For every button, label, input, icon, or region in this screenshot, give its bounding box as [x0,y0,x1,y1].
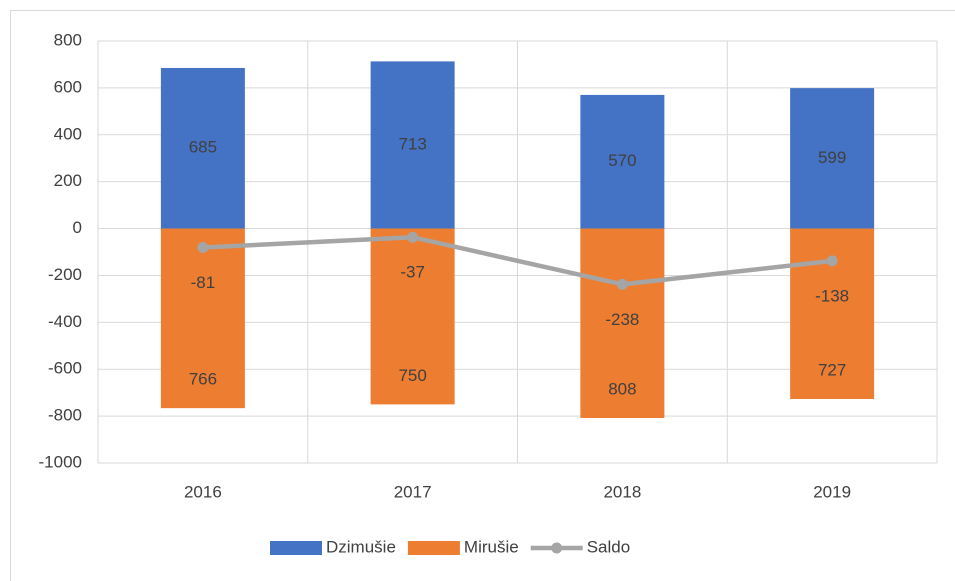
data-label: 808 [608,379,636,398]
y-tick-label: 800 [54,30,82,49]
y-tick-label: 400 [54,124,82,143]
bar [790,88,875,229]
line-marker [616,278,628,290]
bar [580,94,665,229]
legend-label: Saldo [587,537,630,556]
data-label: 685 [189,138,217,157]
chart-border [10,10,955,581]
data-label: 727 [818,360,846,379]
bar [370,61,455,229]
y-tick-label: -600 [48,359,82,378]
y-tick-label: -400 [48,312,82,331]
data-label: 570 [608,151,636,170]
legend-swatch [407,541,460,555]
data-label: 766 [189,370,217,389]
legend-marker [551,542,563,554]
data-label: -37 [400,263,425,282]
legend-label: Dzimušie [326,537,396,556]
data-label: 713 [398,134,426,153]
y-tick-label: -200 [48,265,82,284]
bar [370,228,455,405]
data-label: -238 [605,310,639,329]
line-marker [197,242,209,254]
line [202,234,833,287]
line-marker [407,231,419,243]
data-label: -81 [191,273,216,292]
legend-label: Mirušie [464,537,519,556]
x-tick-label: 2016 [184,482,222,501]
y-tick-label: -1000 [39,452,82,471]
bar [160,67,245,229]
legend-swatch [270,541,322,555]
y-tick-label: 200 [54,171,82,190]
y-tick-label: -800 [48,406,82,425]
y-tick-label: 600 [54,77,82,96]
line-marker [826,255,838,267]
bar [580,228,665,418]
x-tick-label: 2018 [603,482,641,501]
bar [160,228,245,409]
x-tick-label: 2019 [813,482,851,501]
data-label: 750 [398,366,426,385]
data-label: 599 [818,148,846,167]
y-tick-label: 0 [73,218,82,237]
x-tick-label: 2017 [394,482,432,501]
data-label: -138 [815,286,849,305]
